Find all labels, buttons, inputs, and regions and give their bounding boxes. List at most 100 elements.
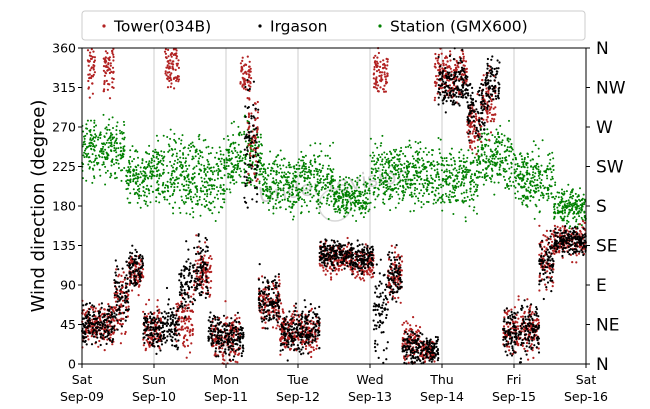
data-point xyxy=(214,220,217,222)
data-point xyxy=(173,170,176,173)
data-point xyxy=(393,297,397,300)
data-point xyxy=(143,180,145,183)
data-point xyxy=(207,276,210,279)
data-point xyxy=(499,164,502,167)
data-point xyxy=(322,196,325,199)
data-point xyxy=(247,69,251,72)
data-point xyxy=(510,162,513,165)
data-point xyxy=(193,172,196,175)
data-point xyxy=(343,184,346,187)
data-point xyxy=(326,194,329,197)
data-point xyxy=(90,74,93,78)
data-point xyxy=(151,173,154,176)
data-point xyxy=(481,176,484,179)
data-point xyxy=(206,171,209,173)
data-point xyxy=(411,155,414,158)
data-point xyxy=(185,164,187,167)
data-point xyxy=(219,160,222,163)
data-point xyxy=(573,211,575,214)
data-point xyxy=(137,173,140,176)
data-point xyxy=(417,197,420,200)
data-point xyxy=(93,177,96,179)
data-point xyxy=(106,128,109,131)
data-point xyxy=(83,135,85,138)
data-point xyxy=(273,163,276,166)
data-point xyxy=(536,179,539,182)
data-point xyxy=(509,138,512,141)
data-point xyxy=(506,185,509,188)
data-point xyxy=(103,308,106,311)
data-point xyxy=(189,188,192,191)
data-point xyxy=(191,200,194,203)
data-point xyxy=(270,166,273,169)
data-point xyxy=(491,169,494,172)
data-point xyxy=(193,166,196,169)
data-point xyxy=(450,164,453,167)
data-point xyxy=(276,324,279,327)
data-point xyxy=(396,153,398,156)
data-point xyxy=(520,166,523,169)
data-point xyxy=(358,179,361,182)
data-point xyxy=(466,168,469,171)
data-point xyxy=(150,167,153,170)
data-point xyxy=(84,147,87,150)
data-point xyxy=(220,186,222,189)
data-point xyxy=(163,151,166,153)
data-point xyxy=(485,155,488,158)
data-point xyxy=(156,166,158,169)
data-point xyxy=(233,182,236,185)
data-point xyxy=(155,200,158,203)
data-point xyxy=(128,283,131,286)
data-point xyxy=(554,184,557,186)
data-point xyxy=(156,305,159,308)
data-point xyxy=(532,140,535,143)
data-point xyxy=(180,142,182,145)
data-point xyxy=(478,171,480,174)
data-point xyxy=(416,188,419,190)
data-point xyxy=(247,177,250,180)
data-point xyxy=(249,70,252,73)
data-point xyxy=(407,178,410,181)
data-point xyxy=(147,312,150,315)
data-point xyxy=(187,153,190,156)
data-point xyxy=(526,197,529,200)
data-point xyxy=(191,182,194,185)
data-point xyxy=(125,306,128,309)
data-point xyxy=(204,138,207,141)
data-point xyxy=(532,189,535,192)
data-point xyxy=(156,163,159,166)
data-point xyxy=(440,201,443,204)
data-point xyxy=(136,188,139,191)
data-point xyxy=(88,96,91,99)
data-point xyxy=(170,82,173,85)
data-point xyxy=(523,160,526,163)
data-point xyxy=(320,188,323,191)
data-point xyxy=(147,162,150,165)
data-point xyxy=(552,169,555,171)
data-point xyxy=(90,119,92,122)
data-point xyxy=(104,71,107,74)
data-point xyxy=(471,152,474,155)
data-point xyxy=(500,143,503,146)
data-point xyxy=(267,174,270,177)
data-point xyxy=(568,196,571,199)
data-point xyxy=(397,255,400,258)
data-point xyxy=(509,145,512,148)
data-point xyxy=(278,317,281,320)
data-point xyxy=(357,273,360,276)
data-point xyxy=(209,152,212,155)
data-point xyxy=(449,190,452,193)
data-point xyxy=(400,146,403,149)
data-point xyxy=(494,155,497,158)
data-point xyxy=(89,129,92,131)
data-point xyxy=(284,208,287,211)
data-point xyxy=(217,167,220,170)
data-point xyxy=(547,192,550,195)
data-point xyxy=(435,187,438,189)
data-point xyxy=(190,146,193,148)
data-point xyxy=(379,163,382,166)
data-point xyxy=(578,215,581,218)
data-point xyxy=(326,167,329,170)
data-point xyxy=(99,137,102,139)
data-point xyxy=(513,172,516,175)
